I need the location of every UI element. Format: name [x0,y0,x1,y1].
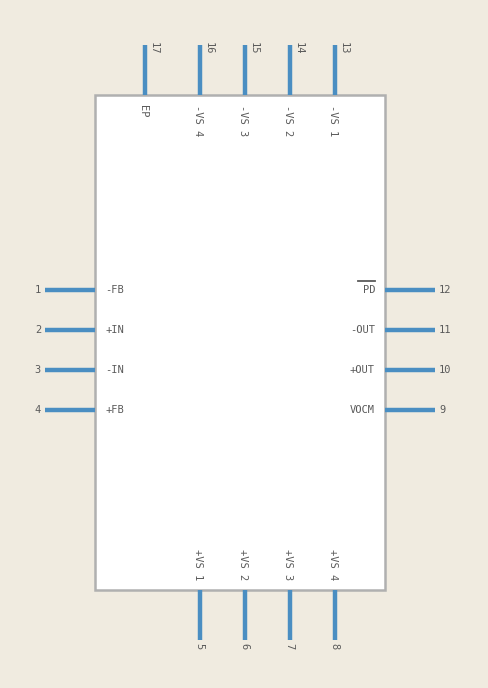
Text: 2: 2 [35,325,41,335]
Text: 12: 12 [439,285,451,295]
Text: 8: 8 [329,643,339,649]
Text: PD: PD [363,285,375,295]
Text: -VS 2: -VS 2 [283,105,293,136]
Text: VOCM: VOCM [350,405,375,415]
Text: -FB: -FB [105,285,124,295]
Text: -VS 3: -VS 3 [238,105,248,136]
Text: 11: 11 [439,325,451,335]
Text: 9: 9 [439,405,445,415]
Text: -VS 1: -VS 1 [328,105,338,136]
Text: -OUT: -OUT [350,325,375,335]
Text: 15: 15 [249,42,259,54]
Text: 13: 13 [339,42,349,54]
Text: EP: EP [138,105,148,118]
Text: +FB: +FB [105,405,124,415]
Text: 17: 17 [149,42,159,54]
Text: 4: 4 [35,405,41,415]
Text: 14: 14 [294,42,304,54]
Text: +OUT: +OUT [350,365,375,375]
Text: -VS 4: -VS 4 [193,105,203,136]
Text: +VS 3: +VS 3 [283,549,293,580]
Text: -IN: -IN [105,365,124,375]
Text: 3: 3 [35,365,41,375]
Text: 7: 7 [284,643,294,649]
Text: +IN: +IN [105,325,124,335]
Text: +VS 4: +VS 4 [328,549,338,580]
Text: 5: 5 [194,643,204,649]
Bar [95,95,385,590]
Text: 10: 10 [439,365,451,375]
Text: +VS 1: +VS 1 [193,549,203,580]
Text: 16: 16 [204,42,214,54]
Text: 6: 6 [239,643,249,649]
Text: +VS 2: +VS 2 [238,549,248,580]
Text: 1: 1 [35,285,41,295]
